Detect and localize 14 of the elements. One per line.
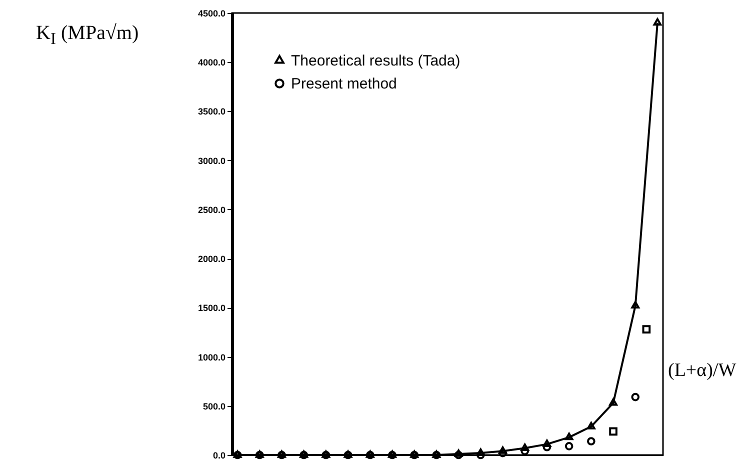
- legend-label: Present method: [291, 76, 397, 92]
- y-tick-label: 4000.0: [198, 58, 226, 68]
- y-tick-label: 3500.0: [198, 106, 226, 117]
- y-tick-label: 4500.0: [198, 8, 226, 18]
- legend-label: Theoretical results (Tada): [291, 52, 460, 70]
- y-tick-label: 0.0: [212, 450, 226, 460]
- y-tick-label: 2000.0: [198, 254, 226, 264]
- y-axis-title: K$_{I}$ (MPa√m): [36, 22, 139, 49]
- y-tick-label: 3000.0: [198, 156, 226, 166]
- y-tick-label: 1000.0: [198, 352, 226, 362]
- y-tick-label: 1500.0: [198, 303, 226, 314]
- y-tick-label: 2500.0: [198, 204, 226, 215]
- y-tick-label: 500.0: [202, 401, 226, 412]
- x-axis-title: (L+α)/W: [668, 360, 736, 382]
